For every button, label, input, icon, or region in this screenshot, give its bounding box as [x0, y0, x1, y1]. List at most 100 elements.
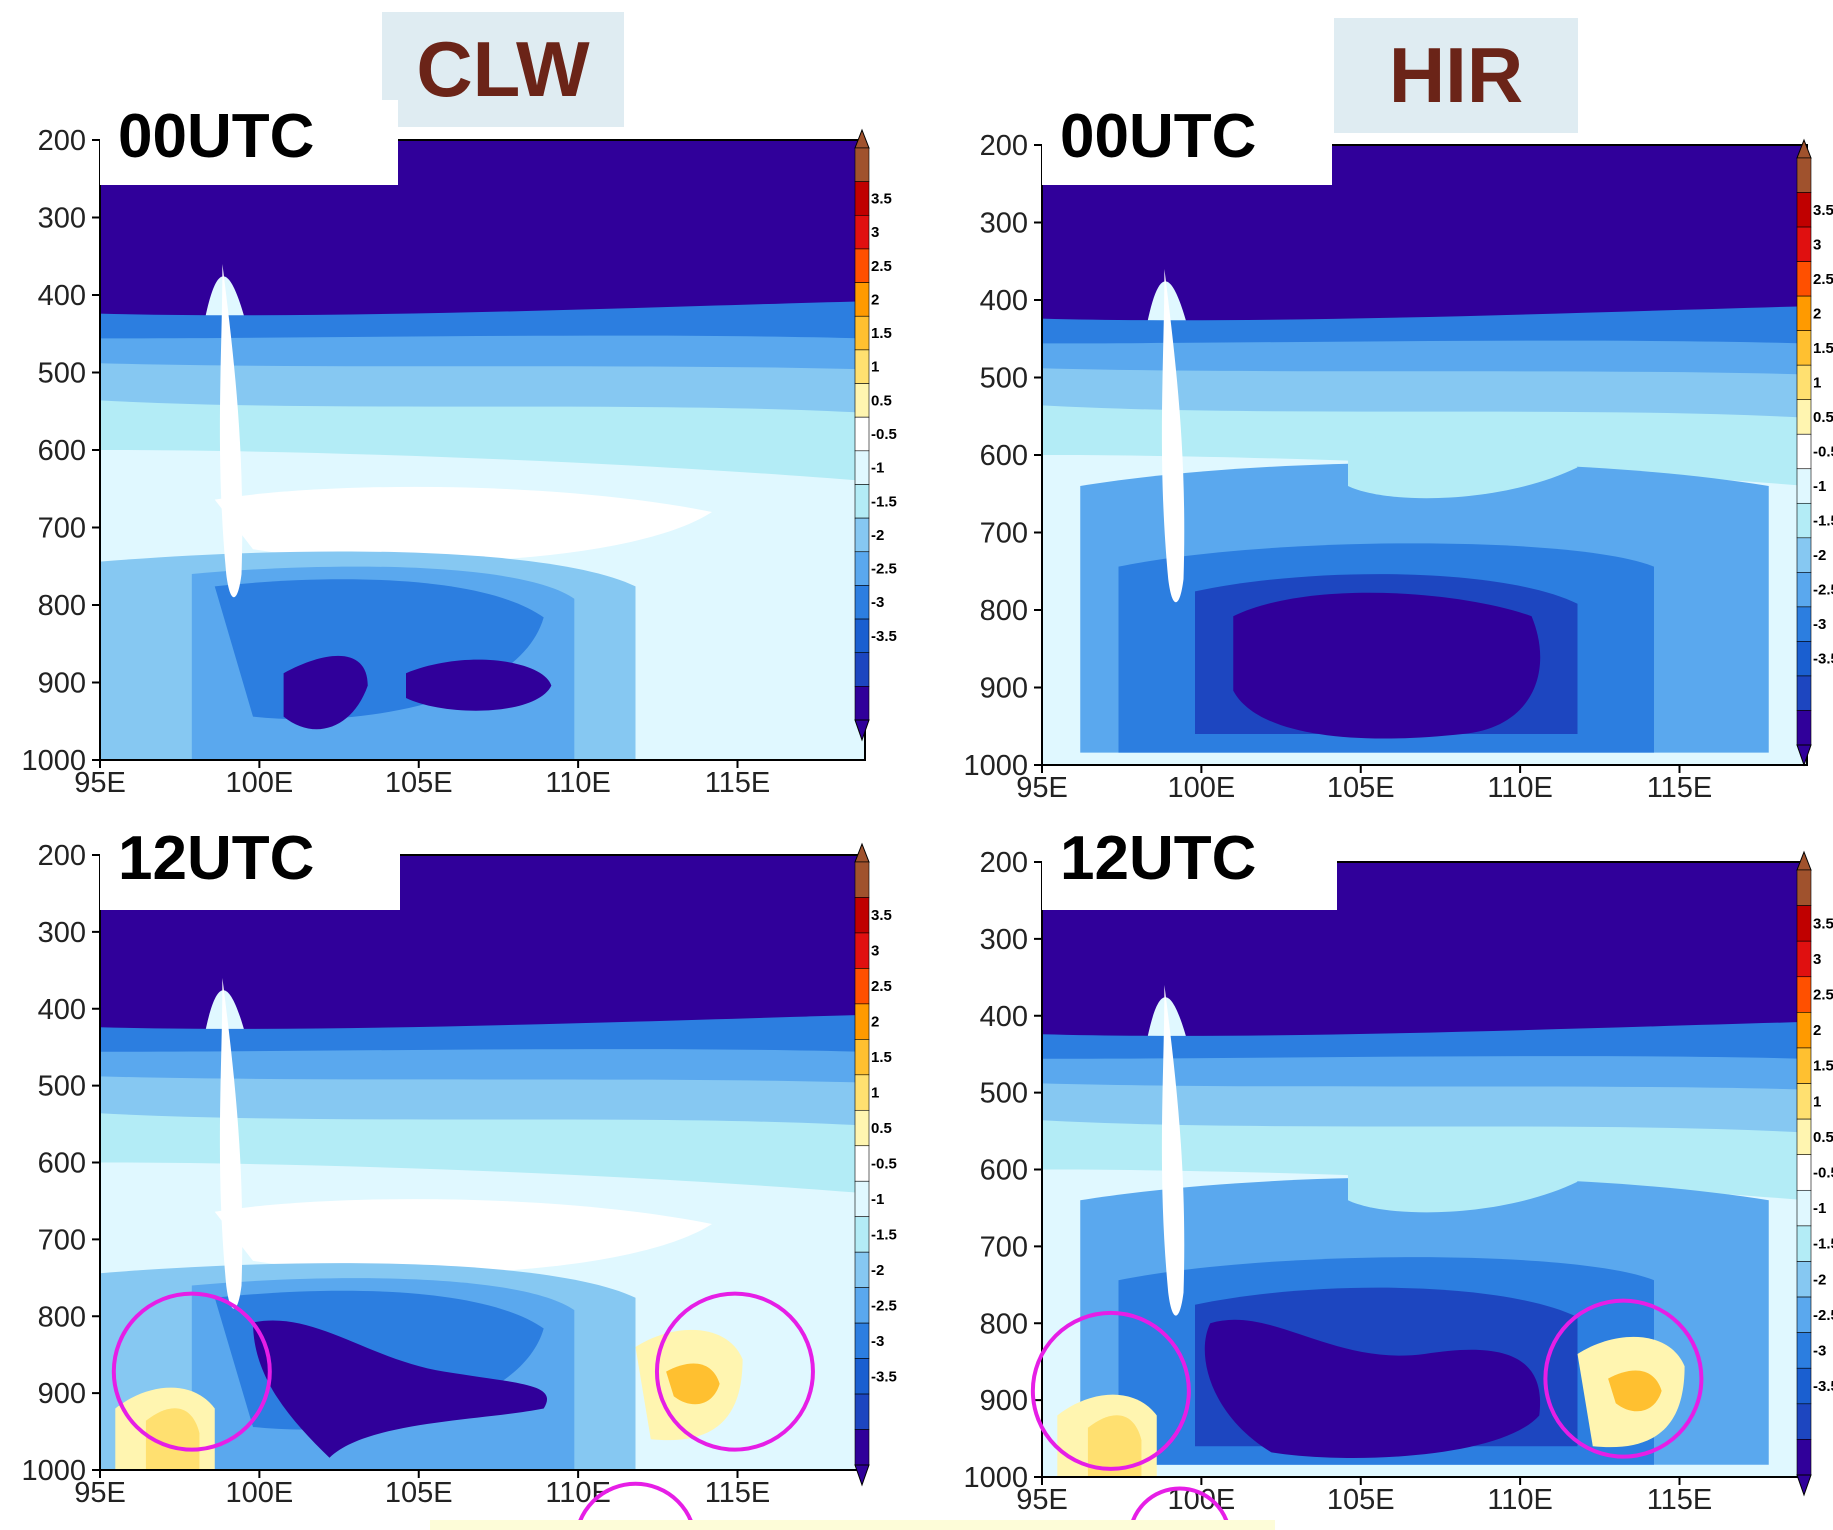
- colorbar-label: -1.5: [871, 493, 897, 510]
- colorbar-label: -1: [1813, 1200, 1826, 1217]
- contour-band: [219, 264, 243, 598]
- x-tick-label: 100E: [226, 1477, 294, 1509]
- colorbar-label: 2.5: [1813, 271, 1833, 288]
- contour-band: [666, 1363, 720, 1405]
- clw-column-title: CLW: [382, 12, 624, 127]
- colorbar-segment: [1796, 869, 1812, 906]
- colorbar-segment: [1796, 1012, 1812, 1049]
- y-tick-label: 300: [980, 208, 1028, 240]
- heatmap-fill: [100, 140, 865, 760]
- y-tick-label: 1000: [963, 1462, 1028, 1494]
- colorbar-label: -2: [1813, 547, 1826, 564]
- colorbar-label: -2.5: [871, 561, 897, 578]
- colorbar-bottom-arrow: [854, 1464, 870, 1487]
- contour-band: [1161, 269, 1185, 603]
- x-tick-label: 105E: [1327, 772, 1395, 804]
- contour-band: [214, 1199, 713, 1274]
- colorbar-label: 2.5: [871, 258, 892, 275]
- colorbar-label: 1.5: [1813, 1058, 1833, 1075]
- y-tick-label: 600: [38, 435, 86, 467]
- y-tick-label: 500: [38, 358, 86, 390]
- colorbar-label: 3: [1813, 236, 1821, 253]
- colorbar-label: -0.5: [1813, 1165, 1833, 1182]
- colorbar-segment: [1796, 1118, 1812, 1156]
- y-tick-label: 700: [38, 513, 86, 545]
- contour-band: [1233, 592, 1541, 739]
- contour-band: [1204, 1319, 1541, 1458]
- upper-deep-region: [100, 140, 865, 351]
- contour-band: [1161, 985, 1185, 1316]
- x-tick-label: 115E: [1647, 772, 1713, 804]
- heatmap-fill: [1042, 862, 1807, 1477]
- colorbar-segment: [1796, 1261, 1812, 1298]
- contour-band: [1042, 306, 1807, 344]
- heatmap-fill: [1042, 145, 1807, 765]
- colorbar-label: -3: [1813, 1342, 1826, 1359]
- colorbar-label: -2: [1813, 1271, 1826, 1288]
- panel-time-label: 00UTC: [100, 100, 398, 185]
- y-tick-label: 900: [980, 1385, 1028, 1417]
- colorbar-segment: [1796, 976, 1812, 1013]
- colorbar-label: 3.5: [871, 190, 892, 207]
- colorbar-label: 3.5: [1813, 915, 1833, 932]
- colorbar-label: 2: [1813, 305, 1821, 322]
- colorbar-label: -3: [871, 594, 884, 611]
- contour-band: [1348, 430, 1578, 499]
- colorbar-segment: [1796, 1225, 1812, 1262]
- colorbar-label: 1: [871, 359, 879, 376]
- highlight-circle: [575, 1481, 696, 1530]
- x-tick-label: 95E: [1016, 1484, 1068, 1516]
- y-tick-label: 900: [980, 673, 1028, 705]
- colorbar-label: 3.5: [871, 907, 892, 924]
- panel-time-label: 12UTC: [1042, 822, 1337, 910]
- y-tick-label: 200: [38, 840, 86, 872]
- upper-deep-region: [1042, 862, 1807, 1072]
- colorbar-label: -1.5: [1813, 513, 1833, 530]
- y-tick-label: 800: [38, 1301, 86, 1333]
- upper-deep-region: [1042, 145, 1807, 356]
- x-tick-label: 105E: [1327, 1484, 1395, 1516]
- colorbar-label: 2: [871, 291, 879, 308]
- y-tick-label: 300: [980, 924, 1028, 956]
- contour-band: [1348, 1145, 1578, 1213]
- x-tick-label: 100E: [226, 767, 294, 799]
- colorbar-segment: [1796, 1439, 1812, 1476]
- colorbar-label: -1.5: [871, 1226, 897, 1243]
- colorbar-label: 1.5: [1813, 340, 1833, 357]
- colorbar-label: 3: [871, 224, 879, 241]
- y-tick-label: 500: [980, 363, 1028, 395]
- colorbar-label: 0.5: [1813, 409, 1833, 426]
- colorbar-label: 2.5: [1813, 987, 1833, 1004]
- colorbar-bottom-arrow: [854, 719, 870, 742]
- colorbar-label: -2.5: [871, 1297, 897, 1314]
- colorbar-segment: [1796, 1296, 1812, 1333]
- y-tick-label: 700: [980, 518, 1028, 550]
- colorbar-label: -3: [1813, 616, 1826, 633]
- contour-band: [145, 1408, 200, 1470]
- y-tick-label: 500: [38, 1071, 86, 1103]
- colorbar-label: 1.5: [871, 325, 892, 342]
- colorbar-label: -3.5: [871, 1368, 897, 1385]
- colorbar-label: -1: [1813, 478, 1826, 495]
- y-tick-label: 200: [980, 130, 1028, 162]
- colorbar-label: -1: [871, 1191, 884, 1208]
- colorbar-label: 2.5: [871, 978, 892, 995]
- highlight-circle: [1030, 1310, 1191, 1471]
- colorbar-bottom-arrow: [1796, 744, 1812, 767]
- colorbar-segment: [1796, 1189, 1812, 1227]
- highlight-circle: [1128, 1486, 1231, 1530]
- contour-band: [1042, 1021, 1807, 1059]
- highlight-circle: [1543, 1298, 1704, 1459]
- y-tick-label: 700: [980, 1231, 1028, 1263]
- y-tick-label: 300: [38, 917, 86, 949]
- contour-band: [1608, 1370, 1662, 1412]
- colorbar-label: -3: [871, 1333, 884, 1350]
- x-tick-label: 110E: [1487, 772, 1553, 804]
- y-tick-label: 400: [38, 280, 86, 312]
- x-tick-label: 95E: [74, 1477, 126, 1509]
- colorbar-label: -2.5: [1813, 1307, 1833, 1324]
